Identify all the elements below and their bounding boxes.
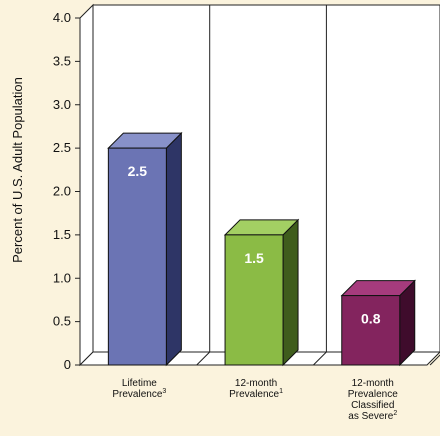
floor-separator: [429, 354, 440, 366]
bar-value-label: 2.5: [128, 163, 148, 179]
bar-value-label: 0.8: [361, 311, 381, 327]
y-axis-ticks: 0 0.5 1.0 1.5 2.0 2.5 3.0 3.5 4.0: [53, 10, 80, 372]
bars: 2.5 1.5 0.8: [107, 131, 416, 367]
bar: [224, 234, 284, 366]
category-labels: Lifetime Prevalence3 12-month Prevalence1 12…: [112, 378, 398, 422]
plot-left-wall: [79, 3, 94, 367]
y-tick-label: 3.5: [53, 53, 71, 68]
y-tick-label: 1.5: [53, 227, 71, 242]
y-tick-label: 4.0: [53, 10, 71, 25]
y-tick-label: 0.5: [53, 314, 71, 329]
y-axis-label: Percent of U.S. Adult Population: [10, 77, 25, 263]
floor-separator: [196, 351, 211, 366]
y-tick-label: 2.5: [53, 140, 71, 155]
floor-separator: [313, 351, 327, 366]
category-label: 12-month Prevalence1: [229, 378, 283, 400]
bar-side-face: [165, 131, 182, 367]
category-label: Lifetime Prevalence3: [112, 378, 166, 400]
bar: [107, 147, 167, 366]
vertical-separators: [196, 5, 440, 366]
y-tick-label: 3.0: [53, 97, 71, 112]
y-tick-label: 1.0: [53, 270, 71, 285]
bar-side-face: [282, 218, 299, 367]
bar: [341, 295, 401, 366]
category-label: 12-month Prevalence Classified as Severe2: [348, 378, 398, 422]
y-tick-label: 2.0: [53, 184, 71, 199]
y-tick-label: 0: [64, 357, 71, 372]
bar-value-label: 1.5: [244, 250, 264, 266]
